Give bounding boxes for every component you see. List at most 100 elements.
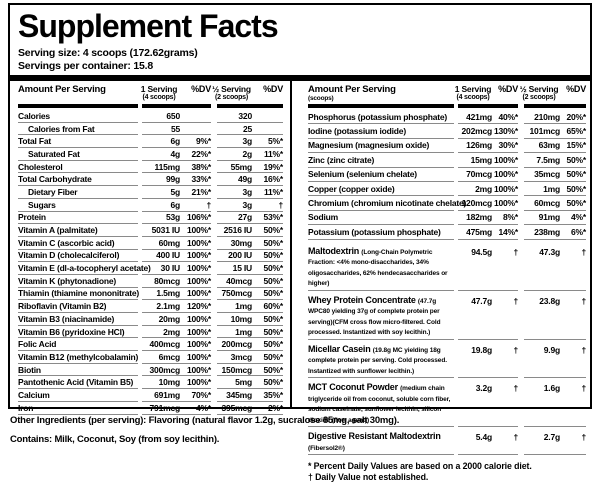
servings-per-container-text: Servings per container: 15.8 bbox=[18, 59, 154, 72]
serving1-value: 202mcg bbox=[458, 124, 492, 139]
serving1-value: 182mg bbox=[458, 211, 492, 226]
serving2-value: 1mg bbox=[524, 182, 560, 197]
blend-row: Micellar Casein (19.8g MC yielding 18g c… bbox=[308, 342, 586, 381]
nutrient-name: Cholesterol bbox=[18, 161, 138, 174]
bar-segment bbox=[308, 104, 454, 108]
right-table-header: Amount Per Serving (scoops) 1 Serving (4… bbox=[308, 83, 586, 104]
serving2-value: 49g bbox=[217, 173, 252, 187]
nutrient-name: Vitamin B12 (methylcobalamin) bbox=[18, 351, 139, 364]
nutrient-row: Iron 791mcg 4%* 395mcg 2%* bbox=[18, 402, 283, 415]
nutrient-row: Calories 650 320 bbox=[18, 110, 283, 123]
serving1-value: 6mcg bbox=[142, 351, 180, 364]
serving1-label: 1 Serving bbox=[454, 84, 492, 94]
nutrient-row: Vitamin B3 (niacinamide) 20mg 100%* 10mg… bbox=[18, 313, 283, 326]
bar-segment bbox=[217, 104, 283, 108]
left-header-dv2: %DV bbox=[263, 84, 283, 94]
serving2-dv: † bbox=[560, 382, 586, 428]
serving1-dv: 100%* bbox=[492, 196, 518, 211]
nutrient-row: Calories from Fat 55 25 bbox=[18, 123, 283, 136]
serving1-dv: † bbox=[492, 246, 518, 291]
serving2-dv: 50%* bbox=[560, 153, 586, 168]
serving2-value: 15 IU bbox=[217, 262, 252, 275]
serving2-value: 3g bbox=[217, 199, 252, 212]
serving1-label: 1 Serving bbox=[140, 84, 178, 94]
nutrient-name: Vitamin C (ascorbic acid) bbox=[18, 237, 138, 250]
nutrient-name: Thiamin (thiamine mononitrate) bbox=[18, 288, 140, 301]
serving1-dv: 40%* bbox=[492, 110, 518, 125]
nutrient-row: Vitamin A (palmitate) 5031 IU 100%* 2516… bbox=[18, 224, 283, 237]
serving2-dv: 50%* bbox=[252, 326, 283, 339]
serving1-dv: † bbox=[492, 295, 518, 340]
serving1-value: 650 bbox=[142, 110, 180, 123]
mineral-name: Chromium (chromium nicotinate chelate) bbox=[308, 196, 466, 211]
serving2-dv: 6%* bbox=[560, 225, 586, 240]
bar-segment bbox=[458, 104, 518, 108]
serving2-dv: 2%* bbox=[252, 402, 283, 415]
serving2-value: 2516 IU bbox=[217, 224, 252, 237]
right-header-dv2: %DV bbox=[566, 84, 586, 94]
label-box: Supplement Facts Serving size: 4 scoops … bbox=[8, 3, 592, 482]
blend-name-cell: MCT Coconut Powder (medium chain triglyc… bbox=[308, 382, 454, 428]
serving2-value: 238mg bbox=[524, 225, 560, 240]
nutrient-name: Dietary Fiber bbox=[18, 186, 138, 199]
serving1-value: 475mg bbox=[458, 225, 492, 240]
nutrient-name: Biotin bbox=[18, 364, 138, 377]
header-separator-bar bbox=[10, 75, 590, 81]
footnote-daily-values: * Percent Daily Values are based on a 20… bbox=[308, 461, 532, 472]
nutrient-row: Vitamin K (phytonadione) 80mcg 100%* 40m… bbox=[18, 275, 283, 288]
serving1-value: 53g bbox=[142, 212, 180, 225]
serving1-value: 55 bbox=[142, 123, 180, 136]
blend-name: Digestive Resistant Maltodextrin bbox=[308, 431, 441, 442]
serving1-value: 80mcg bbox=[142, 275, 180, 288]
serving2-dv: † bbox=[560, 246, 586, 291]
serving1-dv: 100%* bbox=[180, 364, 211, 377]
nutrient-row: Saturated Fat 4g 22%* 2g 11%* bbox=[18, 148, 283, 161]
serving1-sublabel: (4 scoops) bbox=[142, 94, 176, 101]
serving1-dv: 100%* bbox=[180, 338, 211, 352]
serving2-dv: 19%* bbox=[252, 161, 283, 174]
blend-row: Whey Protein Concentrate (47.7g WPC80 yi… bbox=[308, 293, 586, 342]
serving1-dv: 30%* bbox=[492, 139, 518, 154]
serving1-value: 400 IU bbox=[142, 250, 180, 263]
nutrient-row: Vitamin D (cholecalciferol) 400 IU 100%*… bbox=[18, 250, 283, 263]
serving2-sublabel: (2 scoops) bbox=[522, 94, 556, 101]
mineral-row: Magnesium (magnesium oxide) 126mg 30%* 6… bbox=[308, 139, 586, 154]
footnotes: * Percent Daily Values are based on a 20… bbox=[308, 459, 586, 486]
serving2-value: 3g bbox=[217, 135, 252, 149]
serving2-dv: 53%* bbox=[252, 212, 283, 225]
blend-name: Whey Protein Concentrate bbox=[308, 294, 416, 305]
nutrient-row: Dietary Fiber 5g 21%* 3g 11%* bbox=[18, 186, 283, 199]
serving1-dv: 100%* bbox=[180, 288, 211, 301]
nutrient-row: Total Fat 6g 9%* 3g 5%* bbox=[18, 135, 283, 149]
serving2-value: 10mg bbox=[217, 313, 252, 326]
serving1-value: 400mcg bbox=[142, 338, 180, 352]
blend-description: (Long-Chain Polymetric Fraction: <4% mon… bbox=[308, 248, 448, 288]
left-header-serving1: 1 Serving (4 scoops) bbox=[138, 85, 180, 102]
serving2-value: 60mcg bbox=[524, 196, 560, 211]
serving1-dv: † bbox=[492, 382, 518, 428]
serving2-dv: 16%* bbox=[252, 173, 283, 187]
blend-name-cell: Micellar Casein (19.8g MC yielding 18g c… bbox=[308, 344, 454, 379]
serving2-value: 2g bbox=[217, 148, 252, 161]
mineral-name: Zinc (zinc citrate) bbox=[308, 153, 454, 168]
serving1-value: 60mg bbox=[142, 237, 180, 250]
nutrient-name: Calories from Fat bbox=[18, 123, 138, 136]
serving1-value: 19.8g bbox=[458, 344, 492, 379]
blend-row: MCT Coconut Powder (medium chain triglyc… bbox=[308, 380, 586, 429]
serving1-value: 2mg bbox=[458, 182, 492, 197]
mineral-row: Selenium (selenium chelate) 70mcg 100%* … bbox=[308, 168, 586, 182]
serving1-value: 30 IU bbox=[142, 262, 180, 275]
footnote-dv-not-established: † Daily Value not established. bbox=[308, 472, 429, 483]
serving1-dv bbox=[180, 123, 211, 136]
serving1-dv: 21%* bbox=[180, 186, 211, 199]
supplement-label-page: Supplement Facts Serving size: 4 scoops … bbox=[8, 3, 592, 483]
blend-description: (Fibersol2®) bbox=[308, 444, 345, 452]
serving1-value: 10mg bbox=[142, 376, 180, 390]
serving1-dv: 100%* bbox=[180, 275, 211, 288]
nutrient-row: Biotin 300mcg 100%* 150mcg 50%* bbox=[18, 364, 283, 377]
label-header: Supplement Facts Serving size: 4 scoops … bbox=[10, 5, 590, 72]
mineral-name: Potassium (potassium phosphate) bbox=[308, 225, 454, 240]
right-header-serving2: ½ Serving (2 scoops) bbox=[518, 85, 560, 102]
serving2-dv: 50%* bbox=[252, 224, 283, 237]
serving1-value: 47.7g bbox=[458, 295, 492, 340]
